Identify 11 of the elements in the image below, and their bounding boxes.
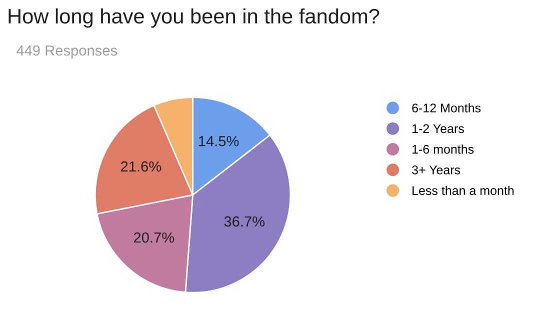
chart-subtitle: 449 Responses: [16, 45, 118, 59]
legend-label: Less than a month: [412, 186, 514, 196]
data-label: 36.7%: [224, 216, 265, 227]
data-label: 20.7%: [134, 232, 174, 243]
legend-label: 1-2 Years: [412, 124, 464, 134]
data-label: 21.6%: [120, 161, 162, 172]
legend-label: 6-12 Months: [412, 103, 481, 112]
chart-title: How long have you been in the fandom?: [8, 8, 380, 28]
legend-label: 1-6 months: [412, 144, 474, 154]
data-label: 14.5%: [198, 136, 239, 146]
legend-label: 3+ Years: [412, 166, 460, 174]
